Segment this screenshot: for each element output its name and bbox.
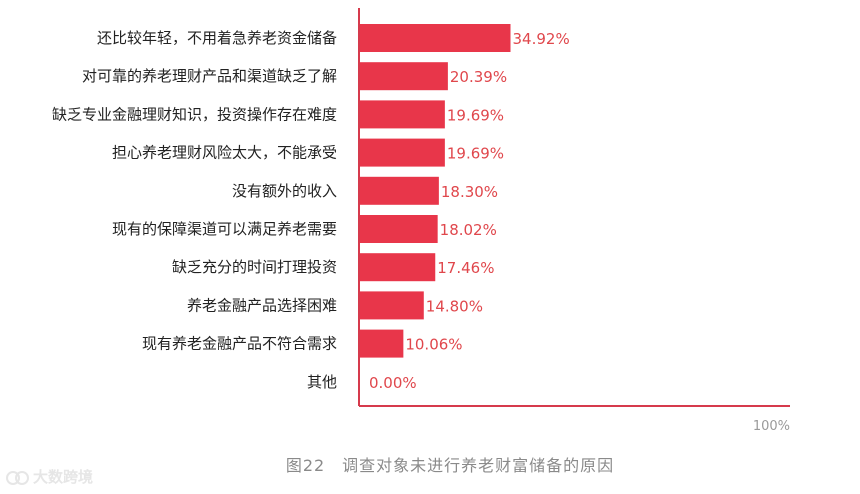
watermark-text: 大数跨境 <box>33 468 94 486</box>
category-label-4: 没有额外的收入 <box>232 182 337 200</box>
value-label-6: 17.46% <box>437 259 494 277</box>
watermark-logo-icon <box>6 469 30 485</box>
bar-8 <box>360 329 404 358</box>
value-labels: 34.92% 20.39% 19.69% 19.69% 18.30% 18.02% 17.4… <box>369 30 570 392</box>
x-axis-max-label: 100% <box>753 419 790 434</box>
bar-5 <box>360 215 438 243</box>
value-label-0: 34.92% <box>513 30 570 48</box>
category-labels: 还比较年轻，不用着急养老资金储备对可靠的养老理财产品和渠道缺乏了解缺乏专业金融理… <box>52 29 337 391</box>
value-label-5: 18.02% <box>440 221 497 239</box>
bar-chart: 还比较年轻，不用着急养老资金储备对可靠的养老理财产品和渠道缺乏了解缺乏专业金融理… <box>52 8 790 434</box>
bar-1 <box>360 62 448 91</box>
category-label-3: 担心养老理财风险太大，不能承受 <box>112 144 337 162</box>
bar-3 <box>360 138 445 167</box>
value-label-1: 20.39% <box>450 68 507 86</box>
bars-group <box>360 24 511 358</box>
category-label-9: 其他 <box>307 373 337 391</box>
category-label-6: 缺乏充分的时间打理投资 <box>172 258 337 276</box>
category-label-2: 缺乏专业金融理财知识，投资操作存在难度 <box>52 105 337 123</box>
category-label-1: 对可靠的养老理财产品和渠道缺乏了解 <box>82 67 337 85</box>
bar-7 <box>360 291 424 320</box>
value-label-7: 14.80% <box>426 297 483 315</box>
value-label-4: 18.30% <box>441 183 498 201</box>
bar-4 <box>360 176 439 205</box>
category-label-7: 养老金融产品选择困难 <box>187 296 337 314</box>
bar-0 <box>360 24 511 52</box>
watermark: 大数跨境 <box>6 466 93 487</box>
category-label-8: 现有养老金融产品不符合需求 <box>142 335 337 353</box>
category-label-0: 还比较年轻，不用着急养老资金储备 <box>97 29 337 47</box>
value-label-2: 19.69% <box>447 106 504 124</box>
value-label-8: 10.06% <box>405 336 462 354</box>
bar-2 <box>360 100 445 129</box>
figure-caption: 图22 调查对象未进行养老财富储备的原因 <box>285 456 615 475</box>
value-label-9: 0.00% <box>369 374 417 392</box>
bar-6 <box>360 253 436 282</box>
value-label-3: 19.69% <box>447 145 504 163</box>
category-label-5: 现有的保障渠道可以满足养老需要 <box>112 220 337 238</box>
